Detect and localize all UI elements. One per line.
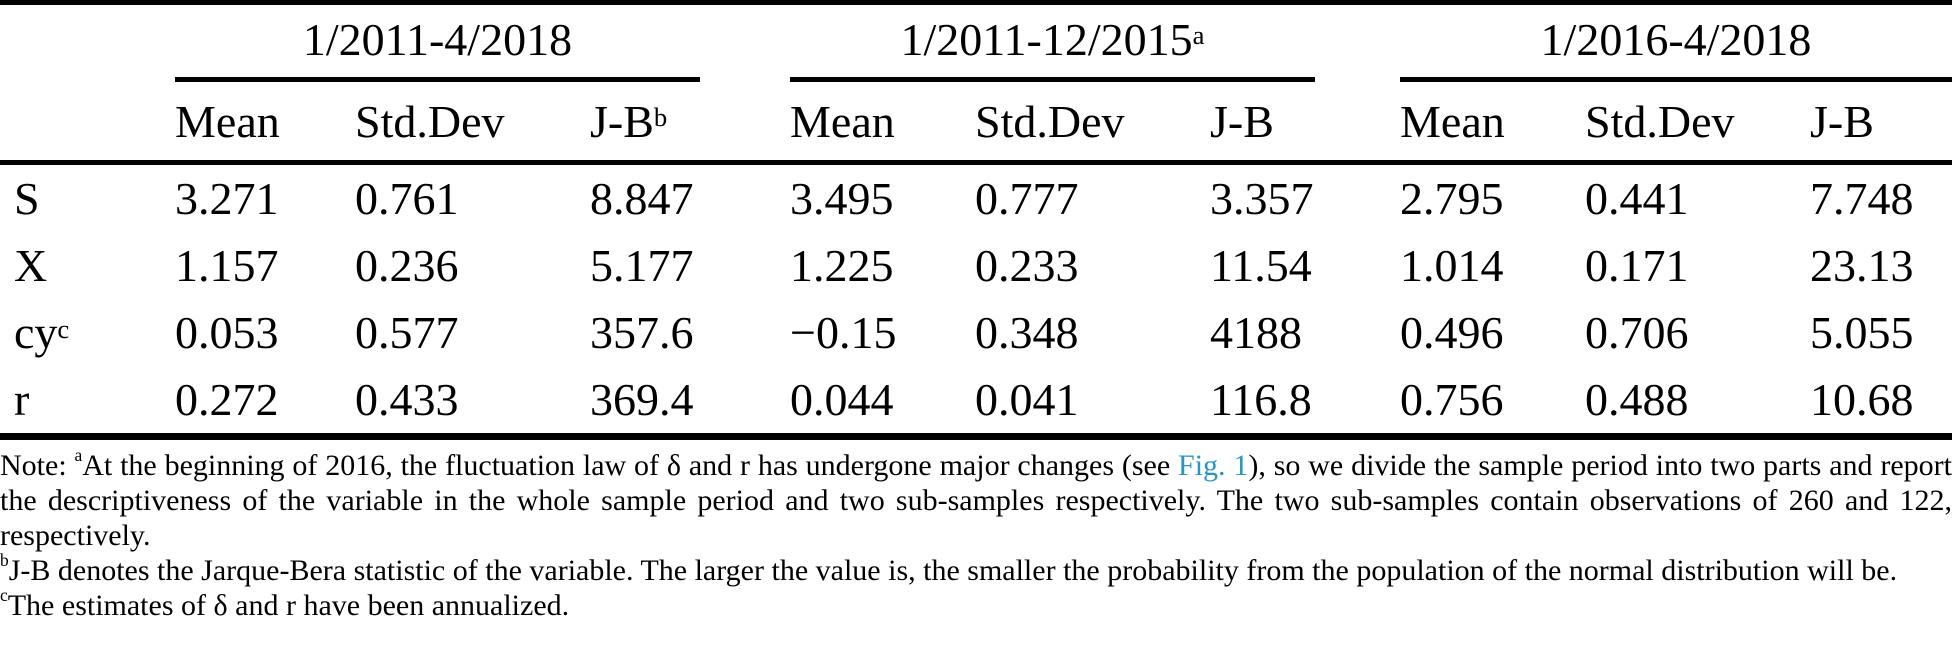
- note-c: cThe estimates of δ and r have been annu…: [0, 585, 570, 622]
- period-label: 1/2011-12/2015: [900, 13, 1193, 65]
- col-header-stddev-2: Std.Dev: [975, 95, 1125, 147]
- table-cell: 0.777: [975, 173, 1079, 224]
- col-header-jb-2: J-B: [1210, 95, 1274, 147]
- table-cell: 0.496: [1400, 307, 1504, 358]
- col-header-jb-1: J-B b: [590, 95, 668, 147]
- table-cell: 369.4: [590, 374, 694, 425]
- col-header-mean-3: Mean: [1400, 95, 1505, 147]
- note-a: Note: aAt the beginning of 2016, the flu…: [0, 445, 1952, 552]
- note-b: bJ-B denotes the Jarque-Bera statistic o…: [0, 550, 1898, 587]
- col-header-mean-1: Mean: [175, 95, 280, 147]
- table-cell: 0.044: [790, 374, 894, 425]
- period-header-row: 1/2011-4/2018 1/2011-12/2015 a 1/2016-4/2…: [0, 5, 1952, 82]
- table-cell: 0.706: [1585, 307, 1689, 358]
- note-b-marker: b: [0, 550, 9, 571]
- stub-header: [0, 82, 175, 160]
- table-cell: 5.177: [590, 240, 694, 291]
- col-header-mean-2: Mean: [790, 95, 895, 147]
- table-notes: Note: aAt the beginning of 2016, the flu…: [0, 445, 1952, 623]
- table-cell: 0.272: [175, 374, 279, 425]
- period-header-3: 1/2016-4/2018: [1400, 5, 1952, 82]
- table-row: S 3.271 0.761 8.847 3.495 0.777 3.357 2.…: [0, 165, 1952, 232]
- note-c-marker: c: [0, 585, 8, 606]
- table-cell: 7.748: [1810, 173, 1914, 224]
- table-cell: 0.236: [355, 240, 459, 291]
- table-cell: 0.488: [1585, 374, 1689, 425]
- table-top-rule: [0, 0, 1952, 5]
- column-header-row: Mean Std.Dev J-B b Mean Std.Dev J-B Mean …: [0, 82, 1952, 160]
- table-cell: 4188: [1210, 307, 1302, 358]
- table-cell: 0.433: [355, 374, 459, 425]
- stub-spacer: [0, 5, 175, 82]
- table-cell: 0.233: [975, 240, 1079, 291]
- col-header-jb-3: J-B: [1810, 95, 1874, 147]
- period-header-1: 1/2011-4/2018: [175, 5, 700, 82]
- table-cell: −0.15: [790, 307, 897, 358]
- table-bottom-rule: [0, 433, 1952, 440]
- period-header-2: 1/2011-12/2015 a: [790, 5, 1315, 82]
- table-row: X 1.157 0.236 5.177 1.225 0.233 11.54 1.…: [0, 232, 1952, 299]
- note-prefix: Note:: [0, 449, 75, 482]
- table-cell: 3.271: [175, 173, 279, 224]
- col-header-stddev-3: Std.Dev: [1585, 95, 1735, 147]
- table-cell: 23.13: [1810, 240, 1914, 291]
- row-label: S: [14, 173, 40, 224]
- table-cell: 0.761: [355, 173, 459, 224]
- table-cell: 5.055: [1810, 307, 1914, 358]
- table-cell: 1.225: [790, 240, 894, 291]
- table-cell: 0.577: [355, 307, 459, 358]
- table-cell: 0.171: [1585, 240, 1689, 291]
- table-cell: 0.441: [1585, 173, 1689, 224]
- row-label: cy c: [14, 307, 70, 358]
- table-cell: 0.756: [1400, 374, 1504, 425]
- row-label: r: [14, 374, 30, 425]
- table-cell: 8.847: [590, 173, 694, 224]
- table-cell: 1.157: [175, 240, 279, 291]
- period-label: 1/2011-4/2018: [302, 13, 573, 65]
- table-cell: 10.68: [1810, 374, 1914, 425]
- table-cell: 1.014: [1400, 240, 1504, 291]
- table-cell: 0.348: [975, 307, 1079, 358]
- note-a-marker: a: [74, 445, 83, 466]
- table-cell: 116.8: [1210, 374, 1312, 425]
- fig-1-link[interactable]: Fig. 1: [1178, 449, 1249, 482]
- table-cell: 0.041: [975, 374, 1079, 425]
- table-cell: 3.495: [790, 173, 894, 224]
- row-label: X: [14, 240, 48, 291]
- table-cell: 2.795: [1400, 173, 1504, 224]
- table-cell: 0.053: [175, 307, 279, 358]
- table-cell: 3.357: [1210, 173, 1314, 224]
- table-row: r 0.272 0.433 369.4 0.044 0.041 116.8 0.…: [0, 366, 1952, 433]
- period-label: 1/2016-4/2018: [1540, 13, 1812, 65]
- header-divider-rule: [0, 160, 1952, 165]
- col-header-stddev-1: Std.Dev: [355, 95, 505, 147]
- table-cell: 357.6: [590, 307, 694, 358]
- table-cell: 11.54: [1210, 240, 1312, 291]
- table-row: cy c 0.053 0.577 357.6 −0.15 0.348 4188 0…: [0, 299, 1952, 366]
